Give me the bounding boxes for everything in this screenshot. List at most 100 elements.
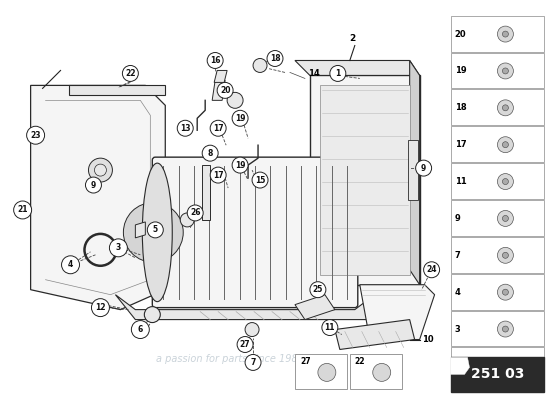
Polygon shape: [295, 295, 335, 320]
Circle shape: [147, 222, 163, 238]
Text: 251 03: 251 03: [471, 367, 524, 381]
Circle shape: [210, 120, 226, 136]
Circle shape: [497, 137, 513, 153]
Polygon shape: [212, 80, 225, 100]
Circle shape: [497, 63, 513, 79]
Polygon shape: [202, 165, 210, 220]
Text: 7: 7: [454, 251, 460, 260]
Circle shape: [95, 164, 107, 176]
Circle shape: [502, 142, 508, 148]
Text: 26: 26: [190, 208, 200, 218]
Circle shape: [502, 216, 508, 222]
Circle shape: [217, 82, 233, 98]
Circle shape: [123, 66, 139, 82]
Circle shape: [497, 284, 513, 300]
Circle shape: [502, 31, 508, 37]
Text: 8: 8: [207, 149, 213, 158]
Text: 19: 19: [235, 161, 245, 170]
Polygon shape: [116, 295, 375, 320]
Text: 12: 12: [95, 303, 106, 312]
Text: 17: 17: [213, 170, 223, 180]
Circle shape: [502, 68, 508, 74]
Circle shape: [497, 247, 513, 263]
Ellipse shape: [142, 163, 172, 302]
Text: 1: 1: [335, 69, 340, 78]
Text: 13: 13: [180, 124, 190, 133]
Text: e: e: [30, 112, 171, 328]
FancyBboxPatch shape: [450, 200, 544, 236]
Circle shape: [245, 354, 261, 370]
Text: 3: 3: [454, 324, 460, 334]
Circle shape: [26, 126, 45, 144]
Polygon shape: [320, 85, 410, 275]
Circle shape: [202, 145, 218, 161]
Circle shape: [497, 321, 513, 337]
Text: 18: 18: [454, 103, 466, 112]
Polygon shape: [408, 140, 417, 200]
Circle shape: [131, 320, 149, 338]
Text: 4: 4: [68, 260, 73, 269]
Circle shape: [322, 320, 338, 336]
Circle shape: [85, 177, 101, 193]
Circle shape: [497, 210, 513, 226]
Text: a passion for parts since 1985: a passion for parts since 1985: [156, 354, 304, 364]
Circle shape: [502, 178, 508, 184]
FancyBboxPatch shape: [450, 311, 544, 346]
Circle shape: [267, 50, 283, 66]
Circle shape: [330, 66, 346, 82]
Text: 6: 6: [138, 325, 143, 334]
Circle shape: [210, 167, 226, 183]
Text: 19: 19: [454, 66, 466, 76]
FancyBboxPatch shape: [450, 163, 544, 199]
Text: 19: 19: [235, 114, 245, 123]
Text: 24: 24: [426, 265, 437, 274]
FancyBboxPatch shape: [450, 126, 544, 162]
Polygon shape: [450, 358, 470, 374]
Text: 22: 22: [125, 69, 136, 78]
Circle shape: [237, 336, 253, 352]
Polygon shape: [360, 285, 434, 340]
FancyBboxPatch shape: [450, 274, 544, 310]
Circle shape: [245, 322, 259, 336]
FancyBboxPatch shape: [152, 157, 358, 308]
Circle shape: [89, 158, 112, 182]
Text: 20: 20: [454, 30, 466, 38]
Text: 11: 11: [324, 323, 335, 332]
Circle shape: [502, 326, 508, 332]
Circle shape: [207, 52, 223, 68]
Polygon shape: [410, 60, 420, 285]
Text: 7: 7: [250, 358, 256, 367]
Circle shape: [91, 299, 109, 316]
Circle shape: [497, 174, 513, 190]
Circle shape: [187, 205, 203, 221]
Circle shape: [310, 282, 326, 298]
Circle shape: [497, 26, 513, 42]
Circle shape: [144, 307, 160, 322]
Text: 23: 23: [30, 131, 41, 140]
Text: 5: 5: [153, 225, 158, 234]
Circle shape: [232, 157, 248, 173]
Polygon shape: [69, 85, 166, 95]
Circle shape: [227, 92, 243, 108]
Text: 9: 9: [421, 164, 426, 173]
Text: 9: 9: [91, 180, 96, 190]
Circle shape: [497, 358, 513, 374]
Text: 11: 11: [454, 177, 466, 186]
Circle shape: [123, 202, 183, 262]
Text: 9: 9: [454, 214, 460, 223]
Circle shape: [502, 105, 508, 111]
Text: 4: 4: [454, 288, 460, 297]
FancyBboxPatch shape: [295, 354, 347, 389]
Polygon shape: [295, 60, 420, 76]
Text: 25: 25: [313, 285, 323, 294]
Text: 15: 15: [255, 176, 265, 184]
Polygon shape: [135, 222, 145, 238]
Text: 27: 27: [300, 358, 311, 366]
Text: 16: 16: [210, 56, 221, 65]
Polygon shape: [310, 76, 420, 285]
Circle shape: [416, 160, 432, 176]
Text: 14: 14: [308, 69, 320, 78]
Text: 27: 27: [240, 340, 250, 349]
Circle shape: [62, 256, 80, 274]
Circle shape: [502, 289, 508, 295]
